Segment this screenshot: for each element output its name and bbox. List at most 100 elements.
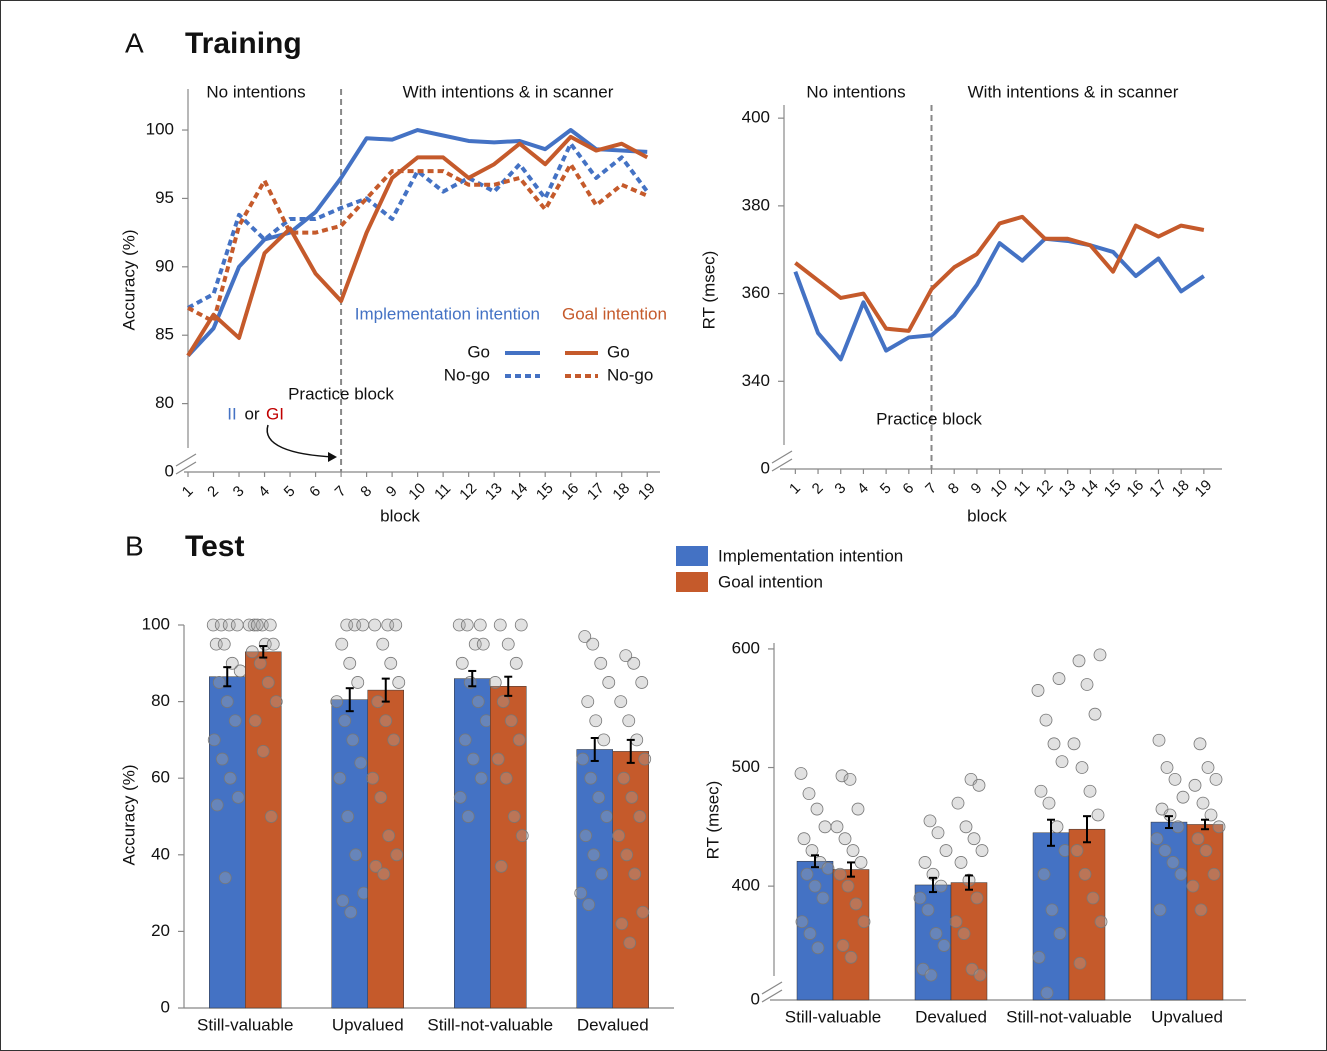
participant-point (333, 771, 347, 785)
legend-label: Go (467, 342, 490, 361)
participant-point (256, 744, 270, 758)
participant-point (854, 856, 868, 869)
x-tick-label: Still-not-valuable (1006, 1007, 1132, 1026)
participant-point (949, 915, 963, 929)
participant-point (584, 771, 598, 785)
participant-point (913, 891, 927, 905)
participant-point (1168, 772, 1182, 786)
participant-point (830, 820, 844, 834)
participant-point (1196, 796, 1210, 810)
participant-point (800, 867, 814, 881)
legend-group: Goal intention (562, 304, 667, 323)
y-tick-label: 360 (742, 283, 770, 302)
bar (1032, 832, 1070, 1001)
participant-point (833, 867, 847, 881)
bar (1068, 828, 1106, 1001)
participant-point (1034, 784, 1048, 798)
panel-title: Test (185, 530, 244, 563)
participant-point (382, 829, 396, 843)
participant-point (1166, 856, 1180, 869)
x-tick-label: Upvalued (1151, 1007, 1223, 1026)
y-tick-label: 100 (146, 120, 174, 139)
participant-point (803, 927, 817, 940)
participant-point (628, 867, 642, 881)
participant-point (1160, 761, 1174, 774)
participant-point (460, 618, 474, 632)
participant-point (210, 798, 224, 812)
bar (490, 686, 527, 1009)
participant-point (635, 676, 649, 689)
participant-point (921, 903, 935, 917)
participant-point (622, 714, 636, 728)
participant-point (1176, 790, 1190, 804)
participant-point (923, 814, 937, 828)
participant-point (576, 752, 590, 766)
legend-swatch (676, 546, 708, 566)
participant-point (1158, 844, 1172, 857)
participant-point (1094, 915, 1108, 929)
participant-point (488, 676, 502, 689)
participant-point (369, 859, 383, 873)
y-tick-label: 80 (151, 691, 170, 710)
participant-point (231, 790, 245, 804)
participant-point (1152, 733, 1166, 747)
y-tick-label: 90 (155, 256, 174, 275)
participant-point (384, 656, 398, 670)
participant-point (929, 927, 943, 940)
participant-point (587, 848, 601, 862)
marker-label: II (227, 404, 236, 423)
axis-break (771, 450, 793, 464)
participant-point (501, 637, 515, 651)
participant-point (1201, 761, 1215, 774)
participant-point (504, 714, 518, 728)
y-tick-label: 600 (732, 638, 760, 657)
participant-point (212, 676, 226, 689)
y-tick-label: 0 (751, 989, 760, 1008)
y-tick-label: 0 (761, 458, 770, 477)
participant-point (250, 618, 264, 632)
participant-point (612, 829, 626, 843)
participant-point (975, 844, 989, 857)
y-tick-label: 40 (151, 844, 170, 863)
y-tick-label: 400 (742, 108, 770, 127)
participant-point (266, 637, 280, 651)
series-line (793, 236, 1205, 362)
x-tick-label: Still-valuable (785, 1007, 881, 1026)
bar (1150, 821, 1188, 1001)
series-line (186, 128, 648, 358)
participant-point (1207, 867, 1221, 881)
participant-point (620, 848, 634, 862)
arrow (266, 424, 336, 458)
participant-point (1091, 808, 1105, 822)
participant-point (1086, 891, 1100, 905)
participant-point (619, 649, 633, 663)
participant-point (248, 714, 262, 728)
y-tick-label: 500 (732, 757, 760, 776)
y-tick-label: 0 (161, 997, 170, 1016)
participant-point (461, 810, 475, 823)
arrow-head (328, 452, 337, 462)
participant-point (600, 810, 614, 823)
participant-point (592, 790, 606, 804)
participant-point (617, 771, 631, 785)
participant-point (589, 714, 603, 728)
participant-point (957, 927, 971, 940)
participant-point (376, 637, 390, 651)
bar (245, 651, 282, 1009)
participant-point (579, 829, 593, 843)
participant-point (215, 752, 229, 766)
participant-point (1193, 737, 1207, 751)
participant-point (390, 848, 404, 862)
participant-point (366, 771, 380, 785)
participant-point (1171, 820, 1185, 834)
participant-point (959, 820, 973, 834)
participant-point (336, 894, 350, 908)
y-tick-label: 340 (742, 371, 770, 390)
participant-point (1053, 927, 1067, 940)
participant-point (330, 695, 344, 708)
y-axis-label: Accuracy (%) (119, 764, 138, 865)
x-axis-label: block (380, 506, 420, 525)
participant-point (269, 695, 283, 708)
y-tick-label: 80 (155, 393, 174, 412)
